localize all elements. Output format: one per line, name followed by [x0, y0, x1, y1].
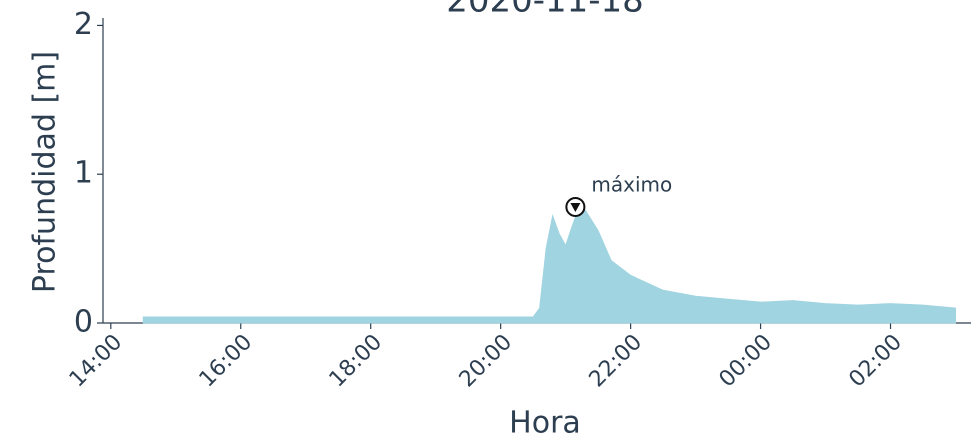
- annotation: máximo: [591, 172, 672, 196]
- y-tick-label: 0: [74, 305, 93, 340]
- max-marker-arrow: [570, 202, 581, 212]
- y-tick-label: 1: [74, 156, 93, 191]
- x-tick-label: 00:00: [715, 330, 778, 393]
- y-tick-label: 2: [74, 7, 93, 42]
- x-tick-label: 02:00: [844, 330, 907, 393]
- chart-title: 2020-11-18: [446, 0, 644, 21]
- area: [142, 207, 957, 324]
- x-tick-label: 18:00: [325, 330, 388, 393]
- x-tick-label: 22:00: [585, 330, 648, 393]
- x-axis-label: Hora: [509, 406, 581, 441]
- x-tick-label: 16:00: [195, 330, 258, 393]
- x-tick-label: 20:00: [455, 330, 518, 393]
- y-axis-label: Profundidad [m]: [28, 51, 63, 293]
